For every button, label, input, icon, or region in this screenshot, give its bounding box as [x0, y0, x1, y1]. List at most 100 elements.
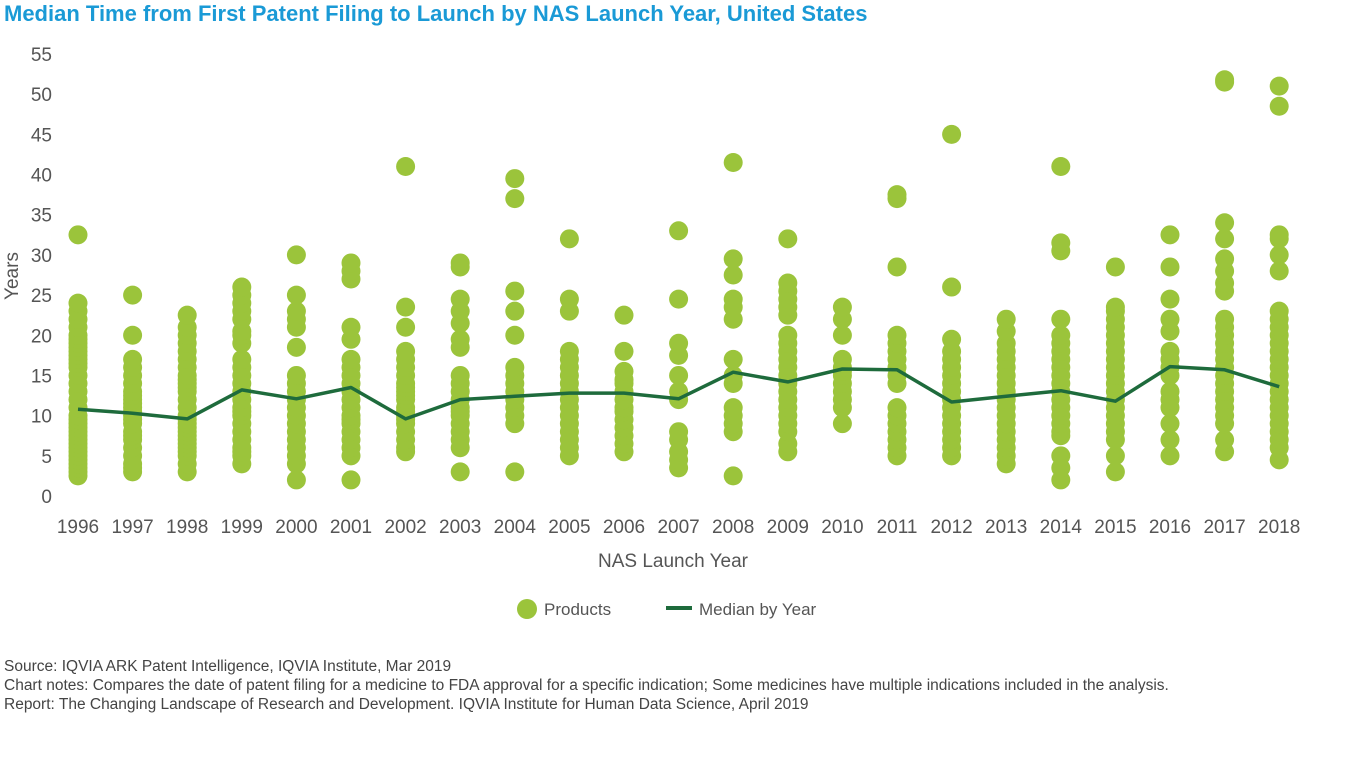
- product-point: [450, 365, 470, 385]
- x-tick-label: 2014: [1040, 517, 1083, 538]
- x-tick-label: 1996: [57, 517, 99, 538]
- product-point: [1269, 76, 1289, 96]
- y-tick-label: 0: [41, 487, 52, 508]
- x-tick-label: 2013: [985, 517, 1027, 538]
- product-point: [505, 169, 525, 189]
- product-point: [669, 333, 689, 353]
- product-point: [123, 285, 143, 305]
- x-tick-label: 2018: [1258, 517, 1300, 538]
- product-point: [286, 245, 306, 265]
- product-point: [341, 317, 361, 337]
- product-point: [1105, 446, 1125, 466]
- product-point: [1269, 225, 1289, 245]
- product-point: [887, 325, 907, 345]
- product-point: [942, 277, 962, 297]
- product-point: [505, 462, 525, 482]
- product-point: [723, 289, 743, 309]
- legend-median-label: Median by Year: [699, 600, 817, 619]
- product-point: [1269, 245, 1289, 265]
- chart-notes: Source: IQVIA ARK Patent Intelligence, I…: [4, 657, 1294, 714]
- product-point: [286, 301, 306, 321]
- product-point: [450, 289, 470, 309]
- product-point: [1051, 233, 1071, 253]
- product-point: [286, 337, 306, 357]
- product-point: [832, 325, 852, 345]
- product-point: [887, 257, 907, 277]
- product-point: [1160, 257, 1180, 277]
- x-tick-label: 2015: [1094, 517, 1136, 538]
- product-point: [123, 325, 143, 345]
- x-tick-label: 1998: [166, 517, 208, 538]
- product-point: [832, 297, 852, 317]
- product-point: [396, 317, 416, 337]
- product-point: [396, 297, 416, 317]
- product-point: [505, 301, 525, 321]
- product-point: [614, 361, 634, 381]
- y-tick-label: 45: [31, 125, 52, 146]
- scatter-chart: 0 5 10 15 20 25 30 35 40 45 50 55 1996 1997 1998 1999 2…: [2, 45, 1300, 619]
- product-point: [614, 305, 634, 325]
- x-tick-label: 2017: [1203, 517, 1245, 538]
- product-point: [341, 470, 361, 490]
- product-point: [614, 341, 634, 361]
- product-point: [832, 349, 852, 369]
- product-point: [1160, 382, 1180, 402]
- legend-products-label: Products: [544, 600, 611, 619]
- x-tick-label: 2004: [494, 517, 537, 538]
- product-point: [669, 221, 689, 241]
- x-tick-label: 2011: [877, 517, 918, 538]
- product-point: [996, 309, 1016, 329]
- product-point: [396, 341, 416, 361]
- product-point: [1215, 249, 1235, 269]
- x-tick-label: 2005: [548, 517, 590, 538]
- product-point: [1051, 157, 1071, 177]
- product-point: [1051, 446, 1071, 466]
- y-tick-label: 15: [31, 366, 52, 387]
- y-tick-label: 50: [31, 85, 52, 106]
- product-point: [505, 189, 525, 209]
- product-point: [669, 365, 689, 385]
- x-tick-label: 2008: [712, 517, 754, 538]
- y-axis-label: Years: [2, 252, 23, 300]
- source-note: Source: IQVIA ARK Patent Intelligence, I…: [4, 658, 452, 675]
- x-tick-label: 1997: [111, 517, 153, 538]
- product-point: [123, 349, 143, 369]
- product-point: [68, 225, 88, 245]
- x-tick-label: 1999: [221, 517, 263, 538]
- product-point: [1105, 257, 1125, 277]
- y-tick-label: 35: [31, 206, 52, 227]
- product-point: [1160, 225, 1180, 245]
- median-line: [77, 364, 1280, 421]
- product-point: [232, 277, 252, 297]
- product-point: [450, 253, 470, 273]
- y-tick-label: 20: [31, 326, 52, 347]
- x-tick-label: 2007: [657, 517, 699, 538]
- x-tick-label: 2003: [439, 517, 481, 538]
- x-tick-label: 2001: [330, 517, 372, 538]
- product-point: [1215, 213, 1235, 233]
- legend: Products Median by Year: [517, 599, 817, 619]
- product-point: [1160, 341, 1180, 361]
- x-axis-label: NAS Launch Year: [598, 551, 749, 572]
- product-point: [1160, 446, 1180, 466]
- product-point: [1269, 261, 1289, 281]
- x-tick-label: 2016: [1149, 517, 1191, 538]
- product-point: [286, 285, 306, 305]
- product-point: [341, 253, 361, 273]
- product-point: [723, 152, 743, 172]
- product-point: [723, 249, 743, 269]
- chart-notes-text: Chart notes: Compares the date of patent…: [4, 677, 1169, 694]
- product-point: [559, 289, 579, 309]
- product-point: [669, 289, 689, 309]
- products-points: [68, 70, 1289, 490]
- product-point: [778, 229, 798, 249]
- x-tick-label: 2009: [767, 517, 809, 538]
- y-tick-label: 55: [31, 45, 52, 66]
- x-tick-label: 2000: [275, 517, 317, 538]
- product-point: [68, 293, 88, 313]
- product-point: [505, 357, 525, 377]
- y-tick-label: 40: [31, 166, 52, 187]
- product-point: [1105, 462, 1125, 482]
- product-point: [723, 398, 743, 418]
- product-point: [1215, 70, 1235, 90]
